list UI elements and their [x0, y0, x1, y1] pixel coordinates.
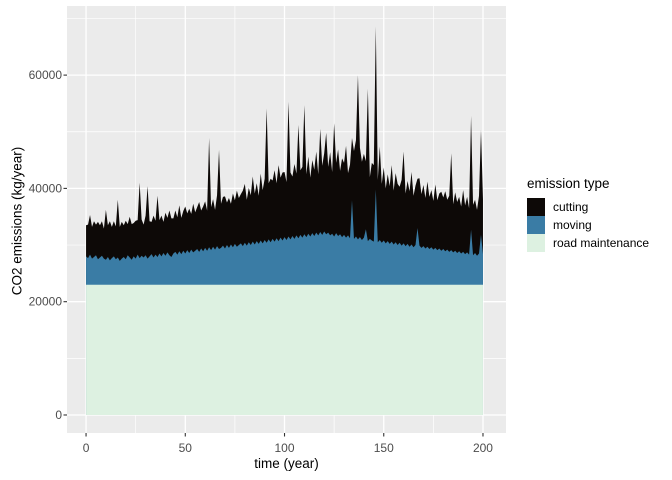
x-tick-label: 100	[274, 441, 294, 455]
legend-label-road-maintenance: road maintenance	[553, 236, 650, 250]
x-tick-label: 200	[473, 441, 493, 455]
y-tick-label: 20000	[29, 295, 63, 309]
x-tick-label: 150	[374, 441, 394, 455]
y-axis-title: CO2 emissions (kg/year)	[9, 146, 25, 296]
legend-key-road-maintenance-swatch	[527, 234, 545, 252]
legend-item-moving: moving	[527, 216, 649, 234]
y-tick-label: 60000	[29, 68, 63, 82]
legend: emission type cutting moving road mainte…	[527, 176, 649, 252]
legend-item-cutting: cutting	[527, 198, 649, 216]
y-tick-label: 0	[55, 408, 62, 422]
legend-item-road-maintenance: road maintenance	[527, 234, 649, 252]
legend-label-cutting: cutting	[553, 200, 589, 214]
x-tick-label: 50	[179, 441, 193, 455]
legend-label-moving: moving	[553, 218, 592, 232]
legend-key-moving-swatch	[527, 216, 545, 234]
legend-title: emission type	[527, 176, 610, 191]
x-axis-title: time (year)	[254, 456, 319, 471]
x-tick-label: 0	[83, 441, 90, 455]
y-tick-label: 40000	[29, 181, 63, 195]
area-road-maintenance	[86, 284, 483, 415]
legend-key-cutting-swatch	[527, 198, 545, 216]
